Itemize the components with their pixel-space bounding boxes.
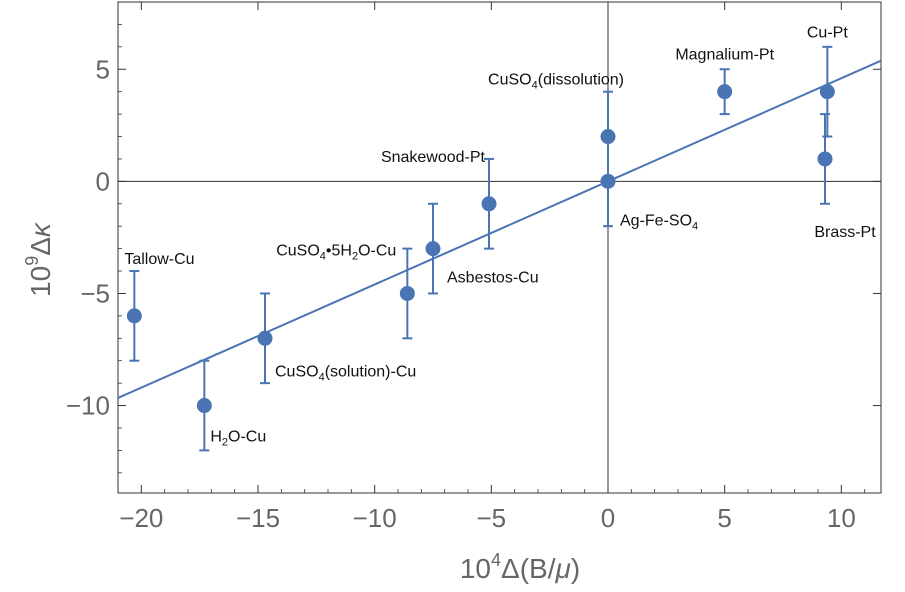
point-label: Cu-Pt [807,25,848,42]
y-axis-title: 109Δκ [22,221,56,297]
fit-line-layer [117,59,882,399]
data-point [819,84,835,100]
x-tick-label: 10 [827,503,856,533]
data-point [817,151,833,167]
y-axis-title-kappa: κ [25,221,56,237]
y-tick-label: 0 [96,166,110,196]
x-tick-label: −15 [236,503,280,533]
y-axis-title-exp: 9 [22,256,42,266]
point-label: H2O-Cu [210,429,266,449]
x-tick-label: 5 [717,503,731,533]
point-label: CuSO4•5H2O-Cu [276,242,396,262]
y-axis-title-base: 10 [25,266,56,297]
data-point [717,84,733,100]
x-tick-label: −10 [353,503,397,533]
x-axis-title: 104Δ(B/μ) [460,550,580,584]
data-point [126,308,142,324]
point-labels: Tallow-Cu H2O-Cu CuSO4(solution)-Cu CuSO4•5… [124,25,876,449]
point-label: CuSO4(solution)-Cu [275,363,416,383]
point-label: Brass-Pt [814,224,876,241]
point-label: CuSO4(dissolution) [488,72,624,92]
x-axis-title-close: ) [571,553,580,584]
zero-lines [118,2,881,493]
point-label: Magnalium-Pt [675,47,774,64]
point-label: Snakewood-Pt [381,149,486,166]
data-points [126,84,835,414]
x-tick-label: −5 [477,503,507,533]
y-tick-label: −10 [66,391,110,421]
x-axis-title-mu: μ [554,553,570,584]
x-axis-title-exp: 4 [491,550,501,570]
data-point [425,241,441,257]
x-tick-label: 0 [601,503,615,533]
data-point [600,129,616,145]
ticks: −20 −15 −10 −5 0 5 10 −10 −5 0 5 [66,2,881,533]
error-bars [129,45,833,452]
data-point [196,398,212,414]
x-axis-title-rest: Δ(B/ [501,553,556,584]
data-point [600,173,616,189]
data-point [481,196,497,212]
point-label: Tallow-Cu [124,251,194,268]
y-tick-label: −5 [80,278,110,308]
x-tick-label: −20 [119,503,163,533]
plot-frame [117,1,882,494]
plot-border [117,1,882,494]
fit-line [117,59,882,399]
data-point [257,330,273,346]
y-axis-title-rest: Δ [25,237,56,256]
point-label: Ag-Fe-SO4 [620,212,698,232]
x-axis-title-base: 10 [460,553,491,584]
data-point [399,285,415,301]
point-label: Asbestos-Cu [447,270,539,287]
y-tick-label: 5 [96,54,110,84]
